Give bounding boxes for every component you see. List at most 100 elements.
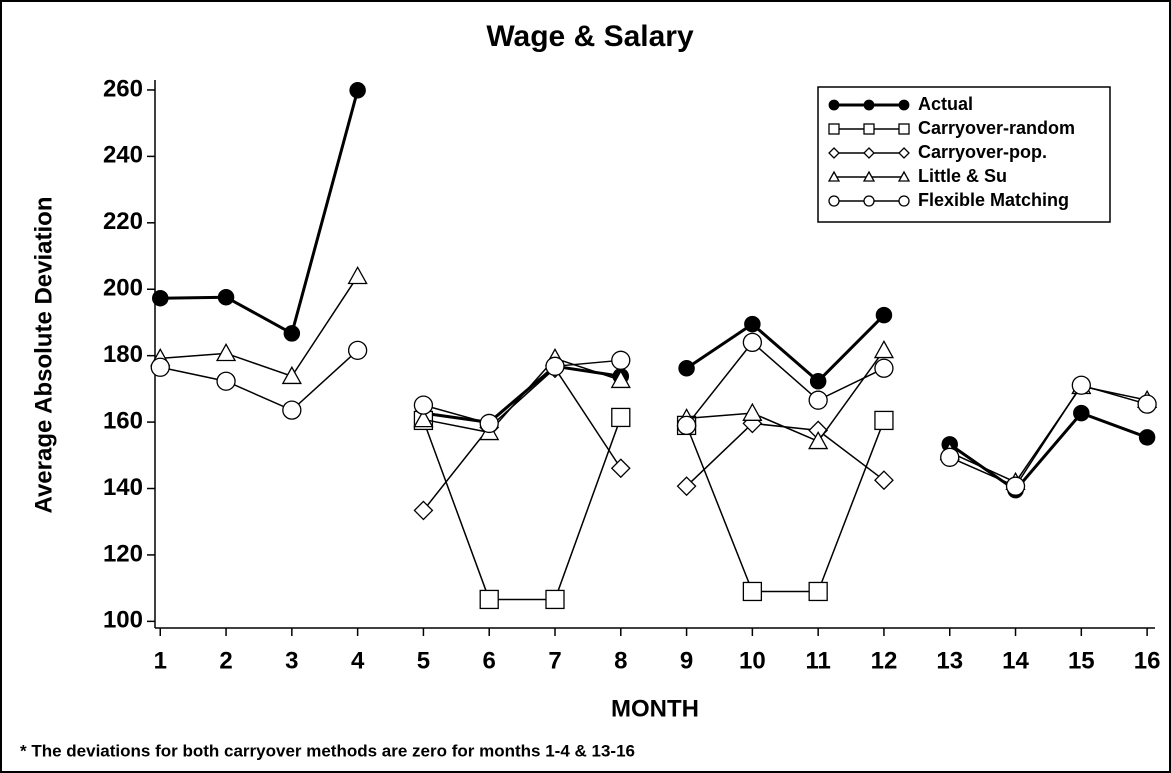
x-tick-label: 3 bbox=[285, 647, 298, 674]
legend-label: Actual bbox=[918, 94, 973, 114]
x-axis-label: MONTH bbox=[611, 695, 699, 722]
series-line bbox=[160, 89, 360, 336]
point bbox=[413, 395, 434, 415]
legend-label: Flexible Matching bbox=[918, 190, 1069, 210]
legend-marker bbox=[898, 123, 910, 135]
point bbox=[283, 325, 301, 342]
series-line bbox=[423, 359, 621, 425]
point bbox=[150, 357, 170, 377]
series-line bbox=[422, 417, 622, 601]
y-tick-label: 180 bbox=[103, 341, 143, 368]
legend-marker bbox=[898, 195, 910, 207]
legend-marker bbox=[863, 147, 875, 159]
point bbox=[216, 371, 236, 391]
legend-label: Carryover-random bbox=[918, 118, 1075, 138]
y-tick-label: 160 bbox=[103, 407, 143, 434]
x-tick-label: 6 bbox=[483, 647, 496, 674]
y-tick-label: 120 bbox=[103, 540, 143, 567]
legend-marker bbox=[828, 123, 840, 135]
point bbox=[610, 369, 631, 389]
series-line bbox=[948, 411, 1148, 493]
point bbox=[873, 340, 895, 359]
legend-marker bbox=[828, 147, 840, 159]
legend-marker bbox=[863, 123, 875, 135]
point bbox=[742, 581, 763, 602]
x-tick-label: 16 bbox=[1134, 647, 1161, 674]
y-tick-label: 220 bbox=[103, 208, 143, 235]
x-tick-label: 5 bbox=[417, 647, 430, 674]
series-line bbox=[686, 349, 885, 443]
series-line bbox=[160, 275, 359, 378]
legend-marker bbox=[862, 170, 876, 182]
point bbox=[1073, 404, 1090, 422]
legend-marker bbox=[828, 99, 840, 111]
point bbox=[742, 332, 763, 353]
legend-marker bbox=[827, 170, 841, 182]
point bbox=[1005, 476, 1026, 496]
x-tick-label: 8 bbox=[614, 647, 627, 674]
point bbox=[349, 82, 366, 99]
y-tick-label: 140 bbox=[103, 474, 143, 501]
y-tick-label: 100 bbox=[103, 607, 143, 634]
legend-marker bbox=[863, 195, 875, 207]
series-line bbox=[685, 420, 885, 593]
series-line bbox=[686, 422, 885, 487]
y-tick-label: 200 bbox=[103, 275, 143, 302]
legend-label: Carryover-pop. bbox=[918, 142, 1047, 162]
point bbox=[1138, 429, 1156, 446]
x-tick-label: 13 bbox=[936, 647, 963, 674]
footnote: * The deviations for both carryover meth… bbox=[20, 741, 635, 760]
point bbox=[808, 431, 829, 450]
y-tick-label: 260 bbox=[103, 75, 143, 102]
point bbox=[282, 400, 302, 420]
point bbox=[413, 409, 434, 428]
point bbox=[940, 447, 960, 467]
point bbox=[809, 372, 827, 390]
x-tick-label: 7 bbox=[548, 647, 561, 674]
series-line bbox=[949, 385, 1148, 484]
point bbox=[742, 402, 763, 421]
series-line bbox=[685, 341, 885, 426]
series-line bbox=[160, 349, 359, 412]
point bbox=[676, 415, 697, 436]
y-axis-label: Average Absolute Deviation bbox=[30, 197, 57, 514]
x-tick-label: 1 bbox=[154, 647, 167, 674]
y-tick-label: 240 bbox=[103, 142, 143, 169]
point bbox=[874, 358, 894, 378]
series-line bbox=[422, 367, 622, 511]
legend-label: Little & Su bbox=[918, 166, 1007, 186]
x-tick-label: 9 bbox=[680, 647, 693, 674]
point bbox=[215, 342, 237, 362]
point bbox=[808, 581, 828, 602]
x-tick-label: 4 bbox=[351, 647, 365, 674]
point bbox=[479, 413, 499, 434]
point bbox=[217, 288, 235, 306]
legend-marker bbox=[828, 195, 840, 207]
point bbox=[610, 458, 631, 479]
legend-marker bbox=[897, 170, 911, 182]
point bbox=[874, 470, 894, 491]
chart-title: Wage & Salary bbox=[486, 20, 694, 53]
x-tick-label: 11 bbox=[805, 647, 830, 674]
x-tick-label: 10 bbox=[739, 647, 766, 674]
point bbox=[678, 360, 695, 377]
point bbox=[1071, 375, 1091, 395]
legend-marker bbox=[898, 147, 910, 159]
point bbox=[281, 365, 302, 385]
x-tick-label: 12 bbox=[871, 647, 898, 674]
point bbox=[874, 410, 894, 431]
point bbox=[545, 356, 565, 376]
point bbox=[611, 407, 631, 428]
point bbox=[347, 265, 368, 285]
point bbox=[875, 306, 893, 324]
point bbox=[744, 315, 761, 333]
x-tick-label: 2 bbox=[219, 647, 232, 674]
point bbox=[676, 476, 697, 497]
point bbox=[479, 589, 499, 610]
legend-marker bbox=[863, 99, 875, 111]
point bbox=[1137, 394, 1157, 414]
point bbox=[808, 390, 828, 410]
x-tick-label: 14 bbox=[1002, 647, 1029, 674]
